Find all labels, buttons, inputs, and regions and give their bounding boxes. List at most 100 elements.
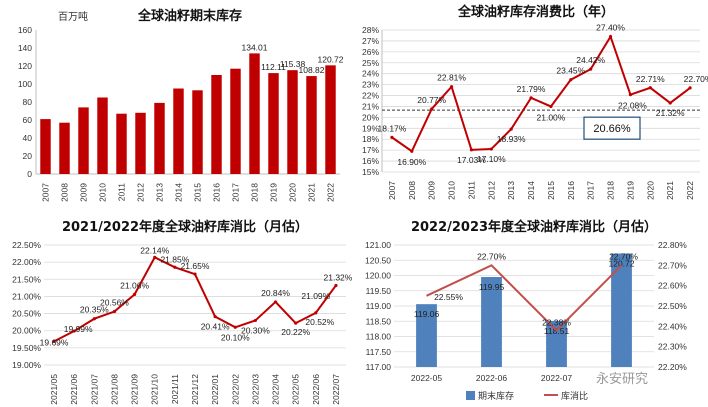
data-label: 23.45% <box>556 66 585 76</box>
data-label: 18.93% <box>497 134 526 144</box>
bar <box>325 65 336 174</box>
legend-label: 期末库存 <box>478 390 514 402</box>
bar <box>154 102 165 174</box>
x-tick-label: 2018 <box>250 183 260 202</box>
x-tick-label: 2010 <box>447 181 457 200</box>
x-tick-label: 2022/04 <box>271 374 281 405</box>
bar <box>116 113 127 174</box>
x-tick-label: 2008 <box>407 181 417 200</box>
x-tick-label: 2007 <box>41 183 51 202</box>
x-tick-label: 2013 <box>506 181 516 200</box>
bar <box>59 122 70 174</box>
y-tick-label: 40 <box>23 133 33 143</box>
bar <box>611 253 632 367</box>
y-tick-label-left: 117.50 <box>366 347 392 357</box>
x-tick-label: 2009 <box>79 183 89 202</box>
y-tick-label: 20% <box>362 112 379 122</box>
y-tick-label-left: 120.00 <box>365 271 391 281</box>
x-tick-label: 2021 <box>665 181 675 200</box>
data-point <box>173 265 177 269</box>
series-line <box>426 264 623 332</box>
y-tick-label-right: 22.30% <box>658 342 687 352</box>
x-tick-label: 2021/06 <box>69 374 79 405</box>
legend-swatch-bar <box>466 391 475 400</box>
data-label: 20.52% <box>305 317 334 327</box>
y-tick-label-right: 22.70% <box>658 260 687 270</box>
data-label: 21.85% <box>160 254 189 264</box>
data-point <box>410 149 414 153</box>
x-tick-label: 2020 <box>645 181 655 200</box>
x-tick-label: 2021/05 <box>49 374 59 405</box>
x-tick-label: 2022-07 <box>541 373 572 383</box>
y-tick-label: 27% <box>362 36 379 46</box>
monthly-ratio-2122-line-chart: 2021/2022年度全球油籽库消比（月估） 19.00% 19.50% 20.00… <box>12 219 353 405</box>
data-label: 21.79% <box>517 84 546 94</box>
data-label: 21.65% <box>181 261 210 271</box>
y-tick-label: 20.50% <box>12 309 41 319</box>
bar-data-label: 119.95 <box>479 282 505 292</box>
x-tick-label: 2021 <box>307 183 317 202</box>
y-tick-label: 15% <box>362 167 379 177</box>
data-point <box>334 283 338 288</box>
y-tick-label: 25% <box>362 58 379 68</box>
x-tick-label: 2021/11 <box>170 374 180 404</box>
data-label: 22.70% <box>684 74 708 84</box>
y-tick-label: 20 <box>23 151 33 161</box>
chart-title: 2022/2023年度全球油籽库消比（月估） <box>411 219 657 235</box>
data-label: 27.40% <box>596 23 625 33</box>
bar <box>268 73 279 174</box>
data-point <box>668 101 672 105</box>
bar <box>230 68 241 174</box>
data-point <box>589 67 593 71</box>
data-label: 20.41% <box>201 322 230 332</box>
data-point <box>688 86 692 90</box>
data-label: 21.00% <box>537 112 566 122</box>
y-tick-label: 160 <box>18 25 32 35</box>
x-tick-label: 2017 <box>231 183 241 202</box>
bar-data-label: 119.06 <box>414 309 440 319</box>
y-tick-label: 17% <box>362 145 379 155</box>
bar <box>287 70 298 174</box>
x-tick-label: 2019 <box>625 181 635 200</box>
data-label: 20.35% <box>80 305 109 315</box>
data-point <box>233 325 237 329</box>
y-tick-label: 19% <box>362 123 379 133</box>
data-point <box>430 107 434 111</box>
x-tick-label: 2016 <box>566 181 576 200</box>
x-tick-label: 2022/01 <box>210 374 220 405</box>
y-tick-label: 100 <box>18 79 32 89</box>
bar <box>306 76 317 174</box>
y-tick-label-right: 22.50% <box>658 301 687 311</box>
y-tick-label-left: 119.00 <box>366 301 392 311</box>
x-tick-label: 2014 <box>174 183 184 202</box>
chart-title: 全球油籽期末库存 <box>137 8 242 24</box>
x-tick-label: 2017 <box>586 181 596 200</box>
reference-label: 20.66% <box>593 123 631 135</box>
y-tick-label-left: 119.50 <box>366 286 392 296</box>
x-tick-label: 2011 <box>117 183 127 202</box>
x-tick-label: 2022-06 <box>476 373 507 383</box>
bar <box>40 119 51 174</box>
data-label: 134.01 <box>242 42 268 52</box>
legend-label: 库消比 <box>561 390 588 402</box>
data-label: 115.38 <box>280 59 306 69</box>
chart-title: 全球油籽库存消费比（年） <box>457 4 614 20</box>
y-tick-label-left: 118.00 <box>366 332 392 342</box>
data-point <box>72 329 76 333</box>
y-tick-label: 120 <box>18 61 32 71</box>
line-data-label: 22.55% <box>434 292 463 302</box>
data-label: 21.32% <box>656 108 685 118</box>
x-tick-label: 2018 <box>606 181 616 200</box>
x-tick-label: 2020 <box>288 183 298 202</box>
y-tick-label: 140 <box>18 43 32 53</box>
x-tick-label: 2021/07 <box>89 374 99 405</box>
data-point <box>112 309 117 314</box>
y-tick-label-right: 22.20% <box>658 362 687 372</box>
data-point <box>489 147 493 151</box>
x-tick-label: 2015 <box>546 181 556 200</box>
watermark-text: 永安研究 <box>596 372 649 387</box>
bar <box>173 88 184 174</box>
data-label: 20.77% <box>417 95 446 105</box>
data-point <box>52 339 56 343</box>
y-tick-label: 23% <box>362 80 379 90</box>
